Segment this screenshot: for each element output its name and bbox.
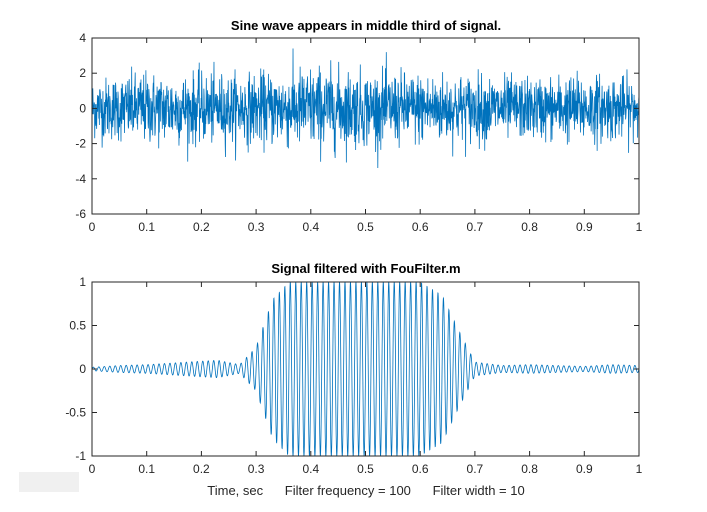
bottom-x-tick-label: 1 (636, 462, 643, 476)
bottom-y-axis: -1 -0.5 0 0.5 1 (65, 275, 639, 463)
top-x-tick-label: 0 (89, 220, 96, 234)
bottom-x-tick-label: 0.2 (193, 462, 210, 476)
top-series-line (92, 48, 639, 169)
bottom-x-tick-label: 0.8 (521, 462, 538, 476)
bottom-y-tick-label: 1 (79, 275, 86, 289)
bottom-x-tick-label: 0.1 (138, 462, 155, 476)
top-x-axis: 0 0.1 0.2 0.3 0.4 0.5 0.6 0.7 0.8 0.9 1 (89, 38, 643, 234)
top-x-tick-label: 0.3 (248, 220, 265, 234)
bottom-x-tick-label: 0.3 (248, 462, 265, 476)
top-x-tick-label: 0.8 (521, 220, 538, 234)
top-x-tick-label: 1 (636, 220, 643, 234)
top-chart-title: Sine wave appears in middle third of sig… (231, 18, 501, 33)
bottom-y-tick-label: 0 (79, 362, 86, 376)
top-y-tick-label: -4 (75, 172, 86, 186)
bottom-y-tick-label: -0.5 (65, 406, 86, 420)
bottom-x-tick-label: 0.5 (357, 462, 374, 476)
bottom-x-tick-label: 0.6 (412, 462, 429, 476)
bottom-x-tick-label: 0.7 (467, 462, 484, 476)
subplot-top: Sine wave appears in middle third of sig… (75, 18, 642, 234)
top-y-tick-label: 0 (79, 101, 86, 115)
top-y-tick-label: 2 (79, 66, 86, 80)
bottom-y-tick-label: -1 (75, 449, 86, 463)
top-y-tick-label: -6 (75, 207, 86, 221)
subplot-bottom: Signal filtered with FouFilter.m 0 0.1 0.2… (65, 261, 642, 498)
top-x-tick-label: 0.7 (467, 220, 484, 234)
overlay-box (19, 472, 79, 492)
top-x-tick-label: 0.4 (302, 220, 319, 234)
top-y-tick-label: -2 (75, 137, 86, 151)
bottom-x-tick-label: 0.4 (302, 462, 319, 476)
top-y-tick-label: 4 (79, 31, 86, 45)
top-x-tick-label: 0.2 (193, 220, 210, 234)
top-x-tick-label: 0.5 (357, 220, 374, 234)
bottom-x-tick-label: 0 (89, 462, 96, 476)
bottom-x-tick-label: 0.9 (576, 462, 593, 476)
top-y-axis: -6 -4 -2 0 2 4 (75, 31, 639, 221)
bottom-series-line (92, 282, 639, 456)
bottom-x-axis: 0 0.1 0.2 0.3 0.4 0.5 0.6 0.7 0.8 0.9 1 (89, 282, 643, 476)
bottom-y-tick-label: 0.5 (69, 319, 86, 333)
top-axes-box (91, 37, 640, 215)
bottom-x-axis-label: Time, sec Filter frequency = 100 Filter … (207, 483, 524, 498)
top-x-tick-label: 0.1 (138, 220, 155, 234)
bottom-chart-title: Signal filtered with FouFilter.m (271, 261, 460, 276)
top-x-tick-label: 0.9 (576, 220, 593, 234)
top-x-tick-label: 0.6 (412, 220, 429, 234)
